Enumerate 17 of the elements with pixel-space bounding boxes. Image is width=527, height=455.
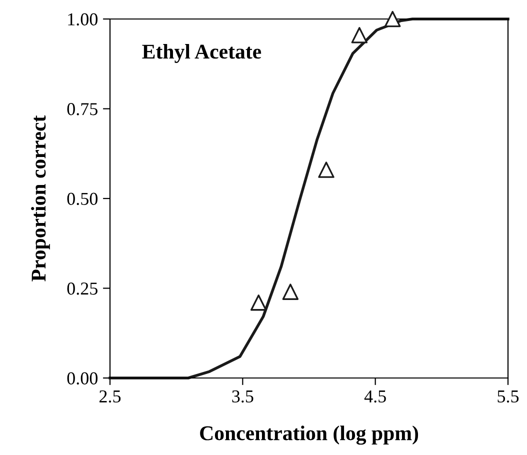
x-axis-title: Concentration (log ppm): [200, 426, 418, 445]
annotation: Ethyl Acetate: [142, 44, 262, 63]
y-tick-label: 1.00: [68, 13, 98, 26]
y-tick-label: 0.50: [67, 192, 98, 206]
y-tick-label: 0.75: [67, 103, 98, 116]
y-axis-title: Proportion correct: [31, 115, 50, 282]
point: [351, 27, 368, 44]
point: [384, 10, 401, 28]
point: [282, 284, 299, 300]
y-tick-label: 0.25: [67, 282, 98, 295]
x-tick-label: 3.5: [232, 390, 254, 403]
y-tick-label: 0.00: [67, 372, 98, 385]
point: [250, 294, 267, 311]
point: [318, 162, 334, 178]
x-tick-label: 5.5: [498, 390, 519, 403]
x-tick-label: 2.5: [100, 390, 121, 403]
x-tick-label: 4.5: [364, 390, 386, 403]
